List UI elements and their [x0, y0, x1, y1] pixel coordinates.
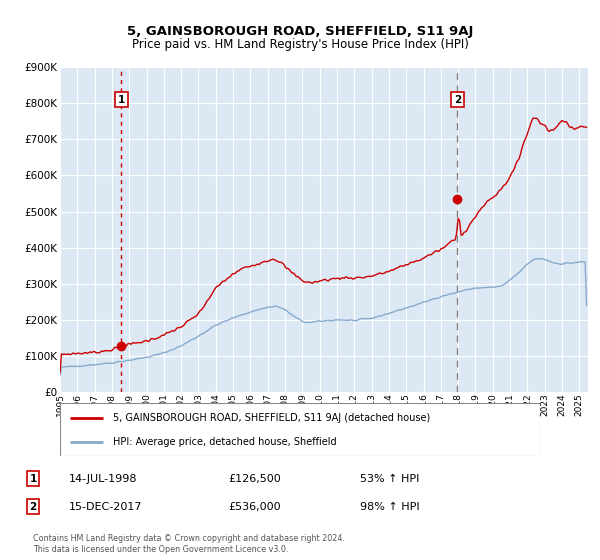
- Text: This data is licensed under the Open Government Licence v3.0.: This data is licensed under the Open Gov…: [33, 545, 289, 554]
- Text: 5, GAINSBOROUGH ROAD, SHEFFIELD, S11 9AJ: 5, GAINSBOROUGH ROAD, SHEFFIELD, S11 9AJ: [127, 25, 473, 38]
- Text: 53% ↑ HPI: 53% ↑ HPI: [360, 474, 419, 484]
- Text: HPI: Average price, detached house, Sheffield: HPI: Average price, detached house, Shef…: [113, 437, 337, 447]
- Text: 98% ↑ HPI: 98% ↑ HPI: [360, 502, 419, 512]
- Text: 2: 2: [29, 502, 37, 512]
- Text: Price paid vs. HM Land Registry's House Price Index (HPI): Price paid vs. HM Land Registry's House …: [131, 38, 469, 51]
- Text: 1: 1: [118, 95, 125, 105]
- Text: £126,500: £126,500: [228, 474, 281, 484]
- FancyBboxPatch shape: [60, 403, 540, 456]
- Text: 1: 1: [29, 474, 37, 484]
- Text: 14-JUL-1998: 14-JUL-1998: [69, 474, 137, 484]
- Text: £536,000: £536,000: [228, 502, 281, 512]
- Text: 15-DEC-2017: 15-DEC-2017: [69, 502, 143, 512]
- Text: 2: 2: [454, 95, 461, 105]
- Text: 5, GAINSBOROUGH ROAD, SHEFFIELD, S11 9AJ (detached house): 5, GAINSBOROUGH ROAD, SHEFFIELD, S11 9AJ…: [113, 413, 430, 423]
- Text: Contains HM Land Registry data © Crown copyright and database right 2024.: Contains HM Land Registry data © Crown c…: [33, 534, 345, 543]
